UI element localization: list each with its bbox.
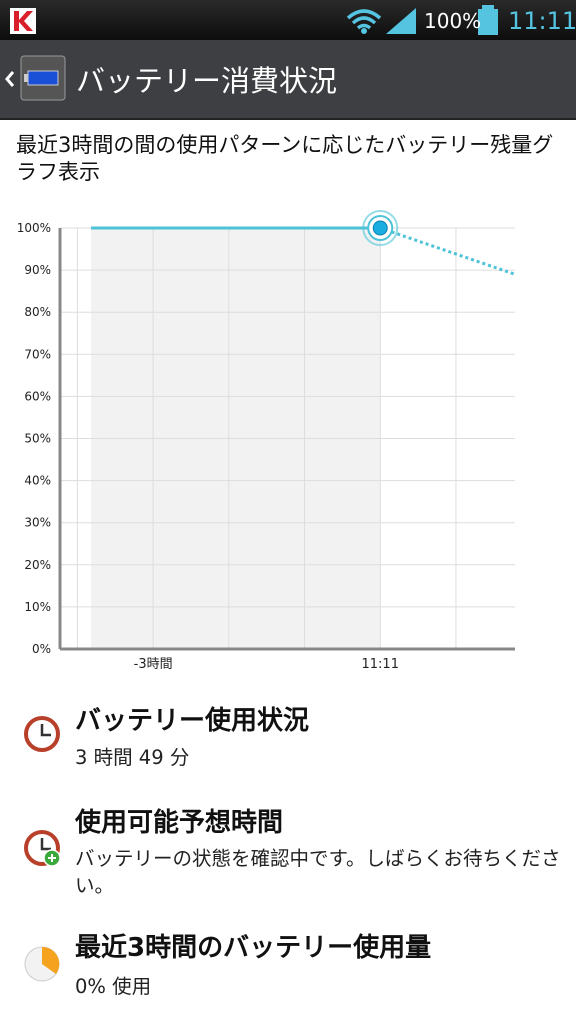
wifi-dot [361, 28, 367, 34]
y-tick-label: 100% [17, 221, 51, 235]
item-subtitle: バッテリーの状態を確認中です。しばらくお待ちください。 [75, 847, 561, 897]
description: 最近3時間の間の使用パターンに応じたバッテリー残量グラフ表示 [16, 133, 554, 184]
app-title: バッテリー消費状況 [76, 64, 338, 98]
x-tick-label: 11:11 [362, 657, 399, 672]
app-icon-k [14, 11, 33, 31]
status-bar: 100% 11:11 [0, 0, 576, 40]
item-title: 最近3時間のバッテリー使用量 [75, 933, 432, 963]
battery-text: 100% [424, 9, 481, 33]
usage-slice [42, 946, 60, 974]
clock: 11:11 [508, 7, 576, 35]
y-tick-label: 80% [24, 305, 51, 319]
battery-logo-tip [24, 74, 28, 82]
y-tick-label: 40% [24, 474, 51, 488]
clock-hands [40, 838, 51, 851]
status-icons: 100% 11:11 [10, 5, 576, 35]
y-tick-label: 60% [24, 389, 51, 403]
y-tick-label: 70% [24, 347, 51, 361]
y-tick-label: 90% [24, 263, 51, 277]
y-tick-label: 10% [24, 600, 51, 614]
item-title: 使用可能予想時間 [75, 808, 284, 838]
back-arrow[interactable] [5, 71, 15, 87]
item-icons [24, 716, 61, 982]
y-tick-label: 20% [24, 558, 51, 572]
chart: 0% 10% 20% 30% 40% 50% 60% 70% 80% 90% 100% -3時間 11:… [17, 210, 516, 672]
plus-sign [48, 854, 56, 862]
wifi-icon [346, 9, 382, 30]
marker-ring [362, 210, 399, 246]
battery-line [379, 226, 516, 276]
x-tick-label: -3時間 [134, 657, 173, 672]
app-bar[interactable]: バッテリー消費状況 [0, 40, 576, 120]
y-tick-label: 30% [24, 516, 51, 530]
item-subtitle: 3 時間 49 分 [75, 746, 190, 769]
battery-cap [482, 5, 494, 9]
y-tick-label: 50% [24, 432, 51, 446]
current-point [372, 220, 388, 236]
signal-icon [386, 8, 416, 34]
item-subtitle: 0% 使用 [75, 975, 152, 998]
item-title: バッテリー使用状況 [75, 706, 310, 736]
app-bar-icons [5, 55, 66, 101]
y-tick-label: 0% [32, 642, 51, 656]
clock-hands [40, 724, 51, 737]
battery-icon [478, 9, 498, 35]
